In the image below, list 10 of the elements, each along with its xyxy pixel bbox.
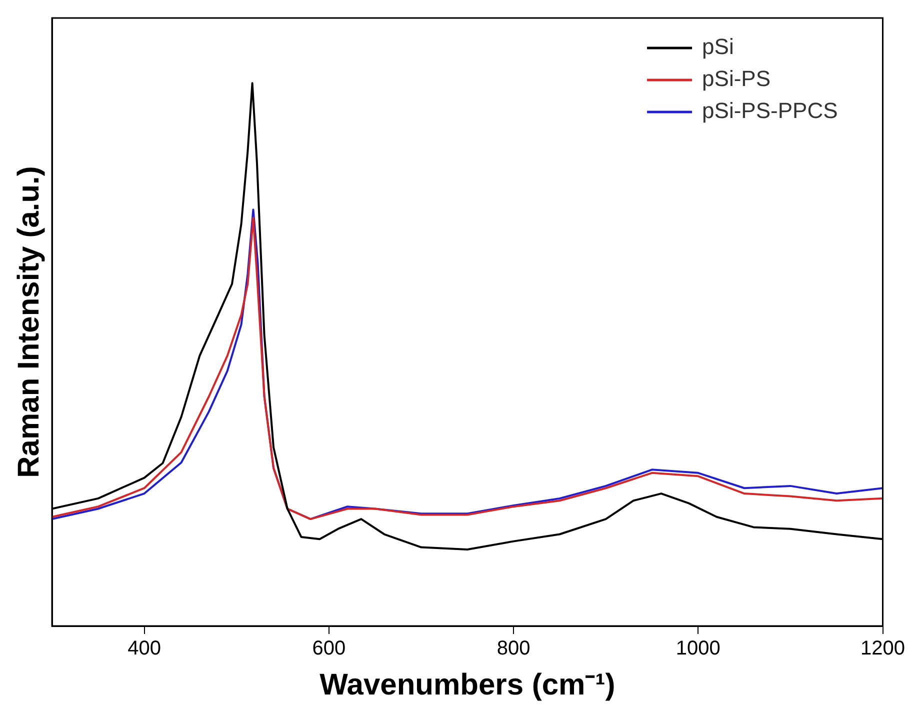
legend-label: pSi	[702, 34, 734, 60]
x-tick-label: 600	[312, 638, 346, 660]
y-axis-title: Raman Intensity (a.u.)	[12, 166, 46, 478]
x-tick-label: 400	[128, 638, 161, 660]
x-tick-label: 1000	[676, 638, 720, 660]
x-tick-label: 1200	[860, 638, 906, 660]
legend-label: pSi-PS-PPCS	[702, 98, 838, 124]
x-axis-title: Wavenumbers (cm⁻¹)	[320, 668, 616, 702]
x-tick-label: 800	[496, 638, 530, 660]
legend-label: pSi-PS	[702, 66, 771, 92]
